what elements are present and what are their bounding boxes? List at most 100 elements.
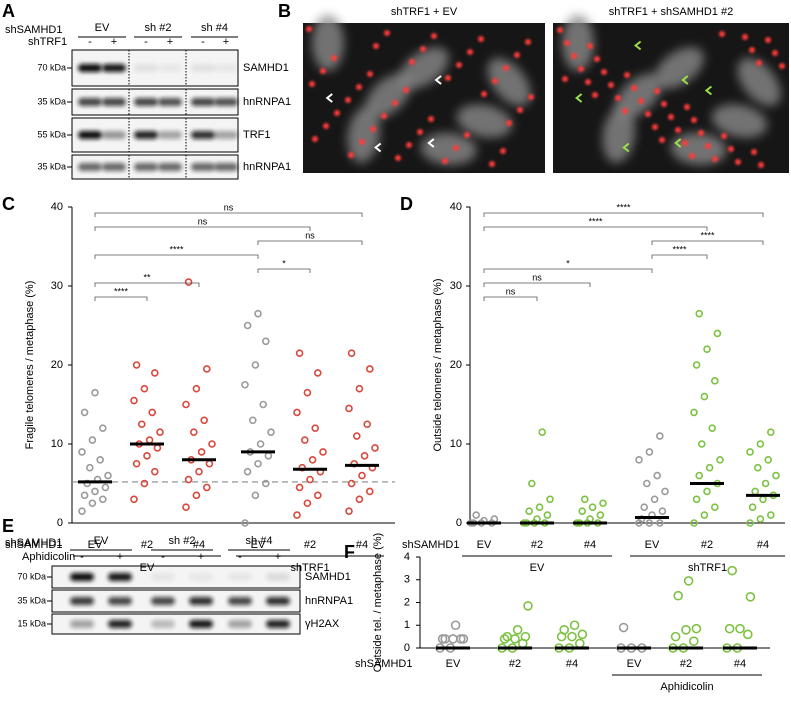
dot (156, 428, 164, 436)
marker-label: 15 kDa (17, 618, 46, 628)
dot (559, 624, 570, 635)
bracket (257, 240, 363, 245)
y-axis-title: Fragile telomeres / metaphase (%) (24, 281, 36, 450)
dot (697, 440, 706, 448)
telomere (489, 161, 495, 167)
bracket (94, 296, 148, 301)
dot (130, 495, 138, 504)
telomere (601, 69, 607, 75)
protein-label: SAMHD1 (305, 571, 351, 583)
telomere (417, 129, 423, 135)
telomere (615, 95, 621, 101)
dot (355, 384, 364, 393)
protein-label: hnRNPA1 (243, 161, 291, 173)
row-label: shSAMHD1 (5, 537, 62, 549)
significance: * (282, 258, 286, 268)
dot (197, 448, 206, 456)
significance: **** (114, 286, 129, 296)
dot (86, 463, 94, 472)
dot (670, 631, 681, 642)
chromosomes (562, 15, 781, 166)
dot (203, 365, 211, 373)
telomere (464, 132, 470, 138)
dot (691, 623, 702, 634)
dot (748, 503, 757, 512)
dot (703, 345, 711, 354)
dot (306, 475, 314, 484)
dot (727, 565, 738, 576)
telomere (442, 158, 448, 164)
marker-label: 55 kDa (37, 129, 66, 139)
dot (756, 440, 765, 448)
arrowhead (681, 75, 689, 85)
telomere (406, 142, 412, 148)
dot (635, 455, 643, 464)
chromosome (615, 73, 662, 119)
dot (184, 475, 193, 484)
dot (618, 622, 629, 633)
chromosome (456, 104, 512, 138)
dot (88, 499, 97, 508)
dot (261, 479, 270, 488)
chromosome (312, 15, 344, 71)
telomere (631, 85, 637, 91)
dot (716, 455, 724, 464)
dot (705, 463, 714, 472)
telomere (356, 84, 362, 90)
dot (96, 455, 104, 464)
lane-label: - (238, 551, 242, 563)
x-tick-label: #2 (531, 539, 543, 551)
lane-label: + (223, 36, 229, 48)
telomere (381, 113, 387, 119)
dot (192, 491, 201, 500)
panel-label: E (2, 516, 14, 536)
lane-label: - (201, 36, 205, 48)
telomere (331, 55, 337, 61)
telomere (514, 52, 520, 58)
dot (692, 361, 701, 369)
dot (205, 459, 214, 468)
band (134, 131, 158, 139)
dot (745, 592, 756, 602)
dot (746, 519, 754, 527)
y-tick-label: 40 (450, 201, 462, 213)
dot (653, 471, 662, 480)
x-tick-label: #4 (734, 658, 746, 670)
protein-label: hnRNPA1 (305, 595, 353, 607)
dot (708, 424, 717, 433)
significance: **** (700, 230, 715, 240)
x-tick-label: EV (251, 539, 266, 551)
telomere (557, 27, 563, 33)
dot (358, 471, 366, 480)
dot (132, 361, 141, 369)
dot (703, 487, 711, 496)
bracket (651, 240, 764, 245)
dot (251, 361, 260, 369)
dot (673, 590, 684, 601)
telomere (370, 126, 376, 132)
arrowhead (427, 138, 435, 148)
band (78, 131, 102, 139)
x-tick-label: #4 (193, 539, 205, 551)
dot (300, 436, 309, 444)
x-tick-label: EV (627, 658, 642, 670)
condition-label: sh #2 (145, 22, 172, 34)
significance: **** (169, 244, 184, 254)
row-label: shSAMHD1 (5, 24, 62, 36)
dot (710, 376, 719, 385)
image-title: shTRF1 + shSAMHD1 #2 (609, 6, 733, 18)
band (189, 620, 213, 628)
arrowhead (704, 85, 713, 96)
telomere (668, 114, 674, 120)
dot (80, 408, 89, 417)
x-tick-label: #2 (701, 539, 713, 551)
lane-label: + (167, 36, 173, 48)
row-label: shSAMHD1 (355, 658, 412, 670)
band (134, 98, 158, 106)
group-label: shTRF1 (290, 562, 329, 574)
telomere (594, 56, 600, 62)
lane-label: + (117, 551, 123, 563)
dot (710, 503, 719, 512)
panel-label: B (278, 1, 291, 21)
significance: ns (224, 202, 234, 212)
